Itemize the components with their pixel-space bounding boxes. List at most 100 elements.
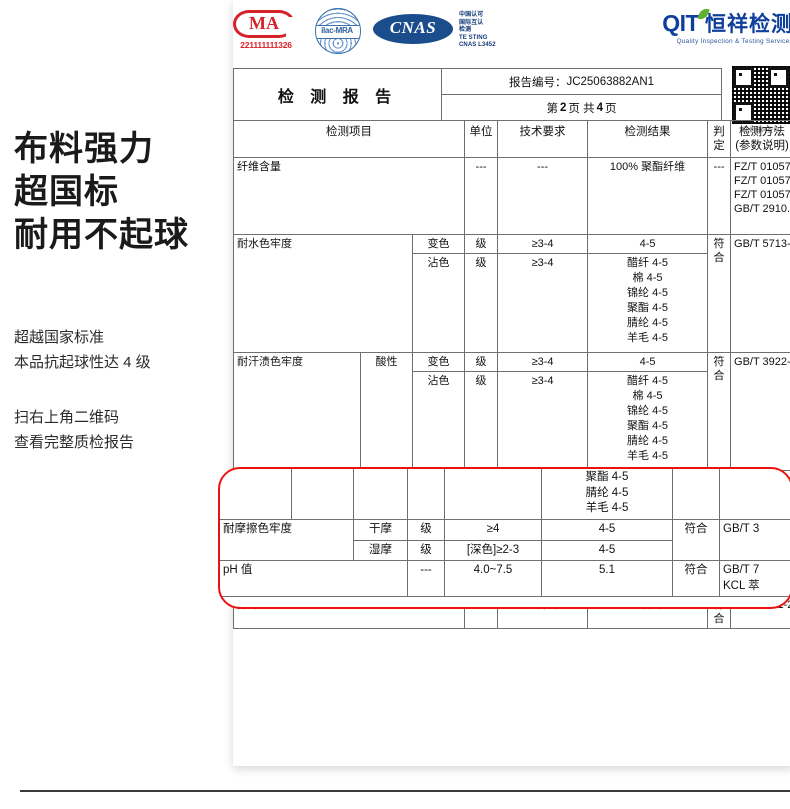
- callout-table: 聚酯 4-5 腈纶 4-5 羊毛 4-5 耐摩擦色牢度 干摩 级 ≥4 4-5: [220, 469, 790, 597]
- callout-row: 湿摩 级 [深色]≥2-3 4-5: [220, 539, 790, 561]
- stain-item: 棉 4-5: [632, 390, 663, 402]
- promo-headline-line-3: 耐用不起球: [14, 216, 189, 254]
- qit-tagline: Quality Inspection & Testing Services: [676, 38, 790, 45]
- ilac-globe-shape: [315, 8, 361, 54]
- report-number-row: 报告编号： JC25063882AN1: [442, 69, 721, 95]
- cell-method: FZ/T 01057.2-2007, FZ/T 01057.3-2007, FZ…: [730, 157, 790, 235]
- cell-blank: [444, 469, 542, 520]
- cell-blank: [672, 469, 720, 520]
- cell-requirement: [深色]≥2-3: [444, 539, 542, 561]
- promo-headline: 布料强力 超国标 耐用不起球: [14, 128, 224, 257]
- cell-requirement: ≥3-4: [497, 234, 589, 254]
- page-current: 2: [559, 102, 567, 114]
- callout-row: 耐摩擦色牢度 干摩 级 ≥4 4-5 符合 GB/T 3: [220, 519, 790, 561]
- cell-method: GB/T 5713-2013: [730, 234, 790, 353]
- ma-logo-text: MA: [249, 13, 279, 33]
- cell-unit: ---: [464, 157, 499, 235]
- cell-verdict: 符合: [707, 352, 732, 471]
- cell-blank: [353, 469, 408, 520]
- cell-item-name: pH 值: [220, 560, 408, 597]
- cell-item-name: 纤维含量: [233, 157, 466, 235]
- cnas-side-line-5: CNAS L3452: [459, 42, 496, 49]
- method-line: FZ/T 01057.3-2007,: [734, 175, 790, 187]
- cell-requirement: ≥3-4: [497, 253, 589, 353]
- stain-item: 醋纤 4-5: [627, 257, 669, 269]
- cell-blank: [407, 469, 445, 520]
- callout-row: pH 值 --- 4.0~7.5 5.1 符合 GB/T 7 KCL 萃: [220, 560, 790, 597]
- table-header-row: 检测项目 单位 技术要求 检测结果 判定 检测方法(参数说明): [233, 120, 790, 158]
- promo-sub2-line-2: 查看完整质检报告: [14, 434, 135, 451]
- cell-unit: 级: [464, 253, 499, 353]
- stain-item: 羊毛 4-5: [627, 450, 669, 462]
- th-result: 检测结果: [587, 120, 709, 158]
- cell-subitem: 湿摩: [353, 539, 408, 561]
- qit-logo-mark: QIT 恒祥检测: [661, 6, 790, 37]
- zoom-callout-overlay: 聚酯 4-5 腈纶 4-5 羊毛 4-5 耐摩擦色牢度 干摩 级 ≥4 4-5: [218, 467, 790, 609]
- qr-code-icon[interactable]: [732, 66, 790, 124]
- promo-subtext-qr-hint: 扫右上角二维码 查看完整质检报告: [14, 405, 229, 455]
- cell-unit: 级: [464, 234, 499, 254]
- cell-result: 4-5: [541, 539, 673, 561]
- stain-item: 聚酯 4-5: [585, 471, 629, 483]
- promo-headline-line-1: 布料强力: [14, 130, 154, 168]
- stain-item: 醋纤 4-5: [627, 375, 669, 387]
- th-verdict: 判定: [707, 120, 732, 158]
- test-report-document: MA 221111111326 ilac-MRA CNAS 中国认可 国际互认 …: [233, 0, 790, 766]
- certification-logo-strip: MA 221111111326 ilac-MRA CNAS 中国认可 国际互认 …: [233, 0, 790, 62]
- stain-item: 羊毛 4-5: [585, 502, 629, 514]
- cnas-ellipse-shape: [373, 14, 453, 44]
- cell-subitem: 沾色: [411, 253, 466, 353]
- method-line: GB/T 3922-2013: [734, 356, 790, 368]
- qr-finder-top-left: [733, 67, 754, 88]
- cell-method: GB/T 7 KCL 萃: [719, 560, 790, 597]
- page-total: 4: [596, 102, 603, 114]
- method-line: GB/T 2910.11-2009: [734, 203, 790, 215]
- qit-mark-text: QIT: [662, 10, 700, 36]
- th-unit: 单位: [464, 120, 499, 158]
- table-row: 耐汗渍色牢度 酸性 变色 级 ≥3-4 4-5 符合 GB/T 3922-201…: [233, 352, 790, 524]
- cell-verdict: 符合: [672, 519, 720, 561]
- ilac-mra-icon: ilac-MRA: [315, 8, 361, 54]
- ilac-band-shape: [316, 25, 360, 39]
- promo-subtext-standard: 超越国家标准 本品抗起球性达 4 级: [14, 325, 229, 375]
- cell-verdict: 符合: [672, 560, 720, 597]
- cell-requirement: ≥4: [444, 519, 542, 541]
- promo-headline-line-2: 超国标: [14, 173, 119, 211]
- th-method: 检测方法(参数说明): [730, 120, 790, 158]
- method-line: FZ/T 01057.4-2007,: [734, 189, 790, 201]
- cell-item-name: 耐水色牢度: [233, 234, 413, 353]
- th-item: 检测项目: [233, 120, 466, 158]
- bottom-divider: [20, 790, 790, 792]
- cell-blank: [220, 469, 292, 520]
- cell-requirement: 4.0~7.5: [444, 560, 542, 597]
- report-title: 检 测 报 告: [234, 69, 442, 120]
- verification-qr-block[interactable]: 防伪扫码查询: [729, 66, 790, 134]
- cell-blank: [719, 469, 790, 520]
- qr-finder-top-right: [768, 67, 789, 88]
- cell-unit: 级: [407, 519, 445, 541]
- cnas-side-line-3: 检测: [459, 27, 472, 34]
- stain-item: 羊毛 4-5: [627, 332, 669, 344]
- report-number-value: JC25063882AN1: [566, 75, 655, 88]
- cell-blank: [291, 469, 354, 520]
- th-requirement: 技术要求: [497, 120, 589, 158]
- cell-result: 100% 聚酯纤维: [587, 157, 709, 235]
- method-line: GB/T 7: [723, 564, 760, 576]
- cnas-side-text: 中国认可 国际互认 检测 TE STING CNAS L3452: [459, 12, 525, 50]
- cell-unit: 级: [464, 352, 499, 372]
- cell-method: GB/T 3: [719, 519, 790, 561]
- method-line: GB/T 5713-2013: [734, 238, 790, 250]
- cell-method: GB/T 3922-2013: [730, 352, 790, 471]
- ma-oval-shape: [233, 10, 295, 38]
- cell-result: 4-5: [587, 234, 709, 254]
- stain-item: 锦纶 4-5: [627, 287, 669, 299]
- qit-company-name: 恒祥检测: [705, 13, 790, 36]
- stain-item: 腈纶 4-5: [585, 486, 629, 499]
- cell-result-stain-list: 醋纤 4-5 棉 4-5 锦纶 4-5 聚酯 4-5 腈纶 4-5 羊毛 4-5: [587, 253, 709, 353]
- cnas-logo-text: CNAS: [389, 18, 437, 37]
- cell-unit: ---: [407, 560, 445, 597]
- stain-item: 腈纶 4-5: [627, 317, 669, 329]
- table-row: 耐水色牢度 变色 级 ≥3-4 4-5 符合 GB/T 5713-2013: [233, 234, 790, 353]
